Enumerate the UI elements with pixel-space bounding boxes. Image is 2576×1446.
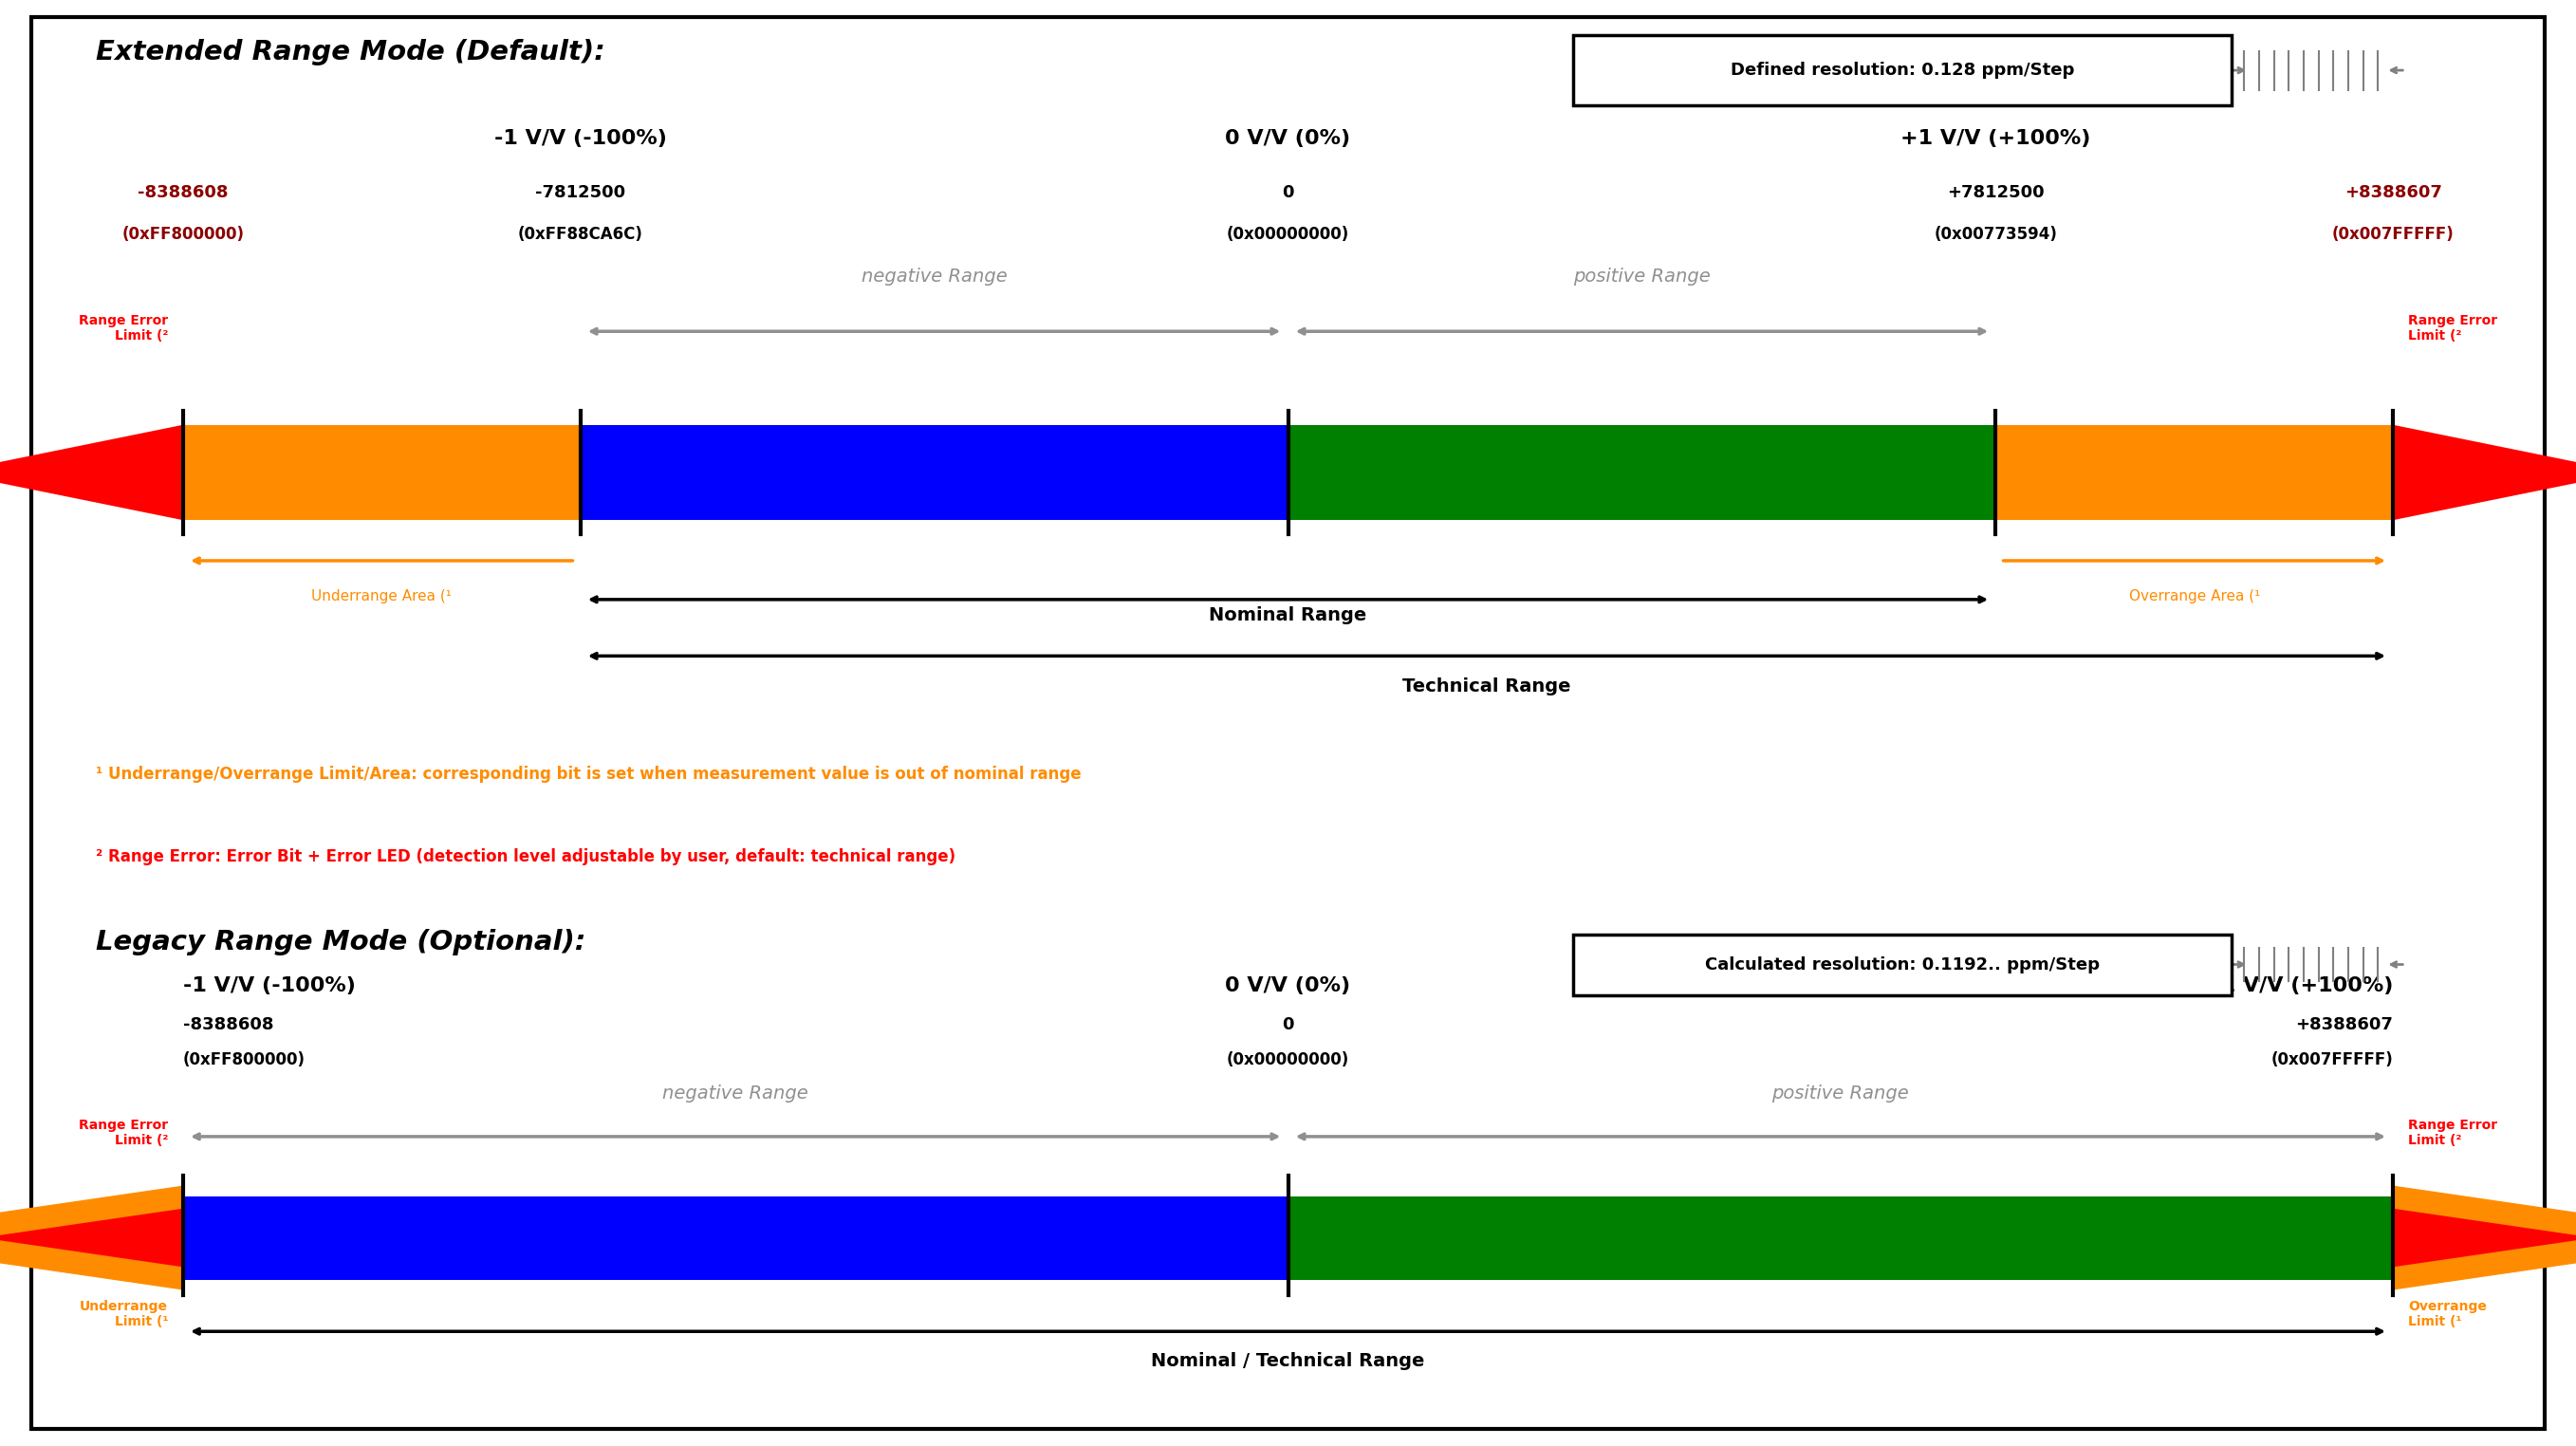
Text: Extended Range Mode (Default):: Extended Range Mode (Default): bbox=[95, 39, 605, 65]
Text: (0xFF88CA6C): (0xFF88CA6C) bbox=[518, 226, 644, 243]
Text: -8388608: -8388608 bbox=[137, 184, 229, 201]
Text: Range Error
Limit (²: Range Error Limit (² bbox=[80, 314, 167, 343]
Text: negative Range: negative Range bbox=[860, 268, 1007, 285]
Text: +8388607: +8388607 bbox=[2295, 1015, 2393, 1032]
Text: -7812500: -7812500 bbox=[536, 184, 626, 201]
Polygon shape bbox=[2393, 1209, 2576, 1267]
Text: 0: 0 bbox=[1283, 1015, 1293, 1032]
Text: +1 V/V (+100%): +1 V/V (+100%) bbox=[1901, 129, 2092, 147]
Polygon shape bbox=[2393, 425, 2576, 521]
Bar bbox=[1288, 1196, 2393, 1280]
Text: -1 V/V (-100%): -1 V/V (-100%) bbox=[183, 976, 355, 995]
Text: Nominal Range: Nominal Range bbox=[1208, 606, 1368, 625]
Text: (0x00000000): (0x00000000) bbox=[1226, 1051, 1350, 1069]
Polygon shape bbox=[0, 425, 183, 521]
Bar bbox=[1574, 35, 2231, 106]
Text: (0x00773594): (0x00773594) bbox=[1935, 226, 2058, 243]
Text: (0x007FFFFF): (0x007FFFFF) bbox=[2272, 1051, 2393, 1069]
Text: positive Range: positive Range bbox=[1772, 1084, 1909, 1102]
Text: Overrange Area (¹: Overrange Area (¹ bbox=[2128, 589, 2259, 603]
Text: Nominal / Technical Range: Nominal / Technical Range bbox=[1151, 1352, 1425, 1369]
Text: positive Range: positive Range bbox=[1574, 268, 1710, 285]
Text: 0 V/V (0%): 0 V/V (0%) bbox=[1226, 129, 1350, 147]
Bar bbox=[1288, 425, 1996, 521]
Text: (0x007FFFFF): (0x007FFFFF) bbox=[2331, 226, 2455, 243]
Text: Legacy Range Mode (Optional):: Legacy Range Mode (Optional): bbox=[95, 930, 585, 956]
Polygon shape bbox=[0, 1209, 183, 1267]
Text: negative Range: negative Range bbox=[662, 1084, 809, 1102]
Text: 0 V/V (0%): 0 V/V (0%) bbox=[1226, 976, 1350, 995]
Bar bbox=[1574, 934, 2231, 995]
Text: Underrange Area (¹: Underrange Area (¹ bbox=[312, 589, 451, 603]
Text: +7812500: +7812500 bbox=[1947, 184, 2045, 201]
Bar bbox=[183, 425, 2393, 521]
Text: Range Error
Limit (²: Range Error Limit (² bbox=[2409, 1119, 2496, 1148]
Text: (0xFF800000): (0xFF800000) bbox=[121, 226, 245, 243]
Text: Range Error
Limit (²: Range Error Limit (² bbox=[2409, 314, 2496, 343]
Polygon shape bbox=[2393, 1186, 2576, 1290]
Text: ² Range Error: Error Bit + Error LED (detection level adjustable by user, defaul: ² Range Error: Error Bit + Error LED (de… bbox=[95, 849, 956, 866]
Bar bbox=[580, 425, 1288, 521]
Text: -8388608: -8388608 bbox=[183, 1015, 273, 1032]
Text: Technical Range: Technical Range bbox=[1401, 677, 1571, 696]
Text: -1 V/V (-100%): -1 V/V (-100%) bbox=[495, 129, 667, 147]
Text: +8388607: +8388607 bbox=[2344, 184, 2442, 201]
Bar bbox=[183, 1196, 1288, 1280]
Text: Underrange
Limit (¹: Underrange Limit (¹ bbox=[80, 1300, 167, 1329]
Text: Range Error
Limit (²: Range Error Limit (² bbox=[80, 1119, 167, 1148]
Text: +1 V/V (+100%): +1 V/V (+100%) bbox=[2202, 976, 2393, 995]
Text: ¹ Underrange/Overrange Limit/Area: corresponding bit is set when measurement val: ¹ Underrange/Overrange Limit/Area: corre… bbox=[95, 765, 1082, 782]
Text: (0x00000000): (0x00000000) bbox=[1226, 226, 1350, 243]
Text: 0: 0 bbox=[1283, 184, 1293, 201]
Text: (0xFF800000): (0xFF800000) bbox=[183, 1051, 307, 1069]
Text: Overrange
Limit (¹: Overrange Limit (¹ bbox=[2409, 1300, 2486, 1329]
Text: Defined resolution: 0.128 ppm/Step: Defined resolution: 0.128 ppm/Step bbox=[1731, 62, 2074, 80]
Text: Calculated resolution: 0.1192.. ppm/Step: Calculated resolution: 0.1192.. ppm/Step bbox=[1705, 956, 2099, 973]
Polygon shape bbox=[0, 1186, 183, 1290]
